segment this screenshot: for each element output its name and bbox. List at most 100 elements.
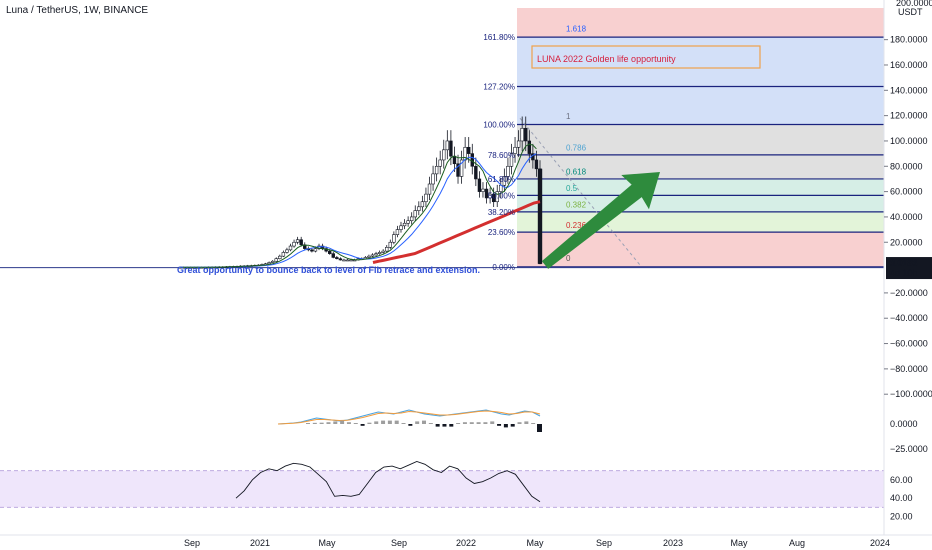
candle-body	[420, 201, 425, 208]
time-tick-label: 2022	[456, 538, 476, 548]
candle-body	[409, 216, 414, 222]
candle-body	[484, 188, 489, 199]
rsi-tick-label: 60.00	[890, 475, 913, 485]
candle-body	[520, 127, 524, 142]
time-tick-label: Sep	[391, 538, 407, 548]
macd-histogram-last	[537, 424, 542, 432]
candle-body	[506, 165, 510, 177]
macd-histogram-bar	[490, 421, 495, 424]
candle-body	[388, 241, 392, 248]
chart-title-annotation: LUNA 2022 Golden life opportunity	[537, 54, 676, 64]
candle-body	[534, 159, 539, 170]
macd-histogram-bar	[517, 422, 522, 424]
candle-body	[274, 258, 278, 262]
price-tick-label: 180.0000	[890, 35, 928, 45]
macd-histogram-bar	[360, 424, 365, 426]
candle-body	[417, 206, 421, 211]
macd-histogram-bar	[319, 422, 324, 424]
macd-line	[277, 409, 541, 425]
rsi-panel: 60.00 40.00 20.00	[0, 461, 913, 522]
symbol-title: Luna / TetherUS, 1W, BINANCE	[6, 5, 149, 16]
zone-100-161	[517, 37, 884, 125]
fib-extension-label: 1.618	[566, 25, 587, 34]
candle-body	[395, 229, 400, 235]
fib-retracement-label: 38.20%	[488, 208, 515, 217]
price-tick-label: 20.0000	[890, 237, 923, 247]
candle-body	[338, 258, 343, 261]
current-price-countdown: 4d 10h	[890, 268, 918, 278]
fib-retracement-label: 0.00%	[492, 263, 515, 272]
candle-body	[438, 159, 442, 167]
candle-body	[456, 163, 460, 177]
candle-body	[399, 225, 403, 230]
fib-extension-label: 0.618	[566, 168, 587, 177]
macd-histogram-bar	[435, 424, 440, 427]
price-tick-label: 80.0000	[890, 161, 923, 171]
time-tick-label: 2024	[870, 538, 890, 548]
time-tick-label: Sep	[184, 538, 200, 548]
candle-body	[413, 210, 417, 218]
macd-histogram-bar	[374, 421, 379, 424]
candle-body	[467, 146, 471, 154]
time-tick-label: 2023	[663, 538, 683, 548]
zone-above-161	[517, 8, 884, 38]
macd-histogram-bar	[449, 424, 454, 427]
macd-histogram-bar	[312, 422, 317, 424]
price-tick-label: 140.0000	[890, 85, 928, 95]
annotations: LUNA 2022 Golden life opportunity Great o…	[177, 45, 761, 275]
candle-body	[445, 140, 450, 151]
candle-body	[295, 239, 300, 243]
price-tick-label: 120.0000	[890, 111, 928, 121]
rsi-tick-label: 40.00	[890, 493, 913, 503]
candle-body	[524, 127, 528, 142]
macd-histogram-bar	[401, 423, 406, 424]
fib-extension-label: 0.5	[566, 184, 578, 193]
price-tick-label: 60.0000	[890, 187, 923, 197]
time-tick-label: May	[730, 538, 748, 548]
macd-histogram-bar	[483, 422, 488, 424]
candle-body	[495, 191, 499, 203]
candle-body	[449, 140, 453, 157]
candle-body	[491, 193, 496, 203]
candle-body	[313, 248, 318, 252]
fib-extension-label: 0	[566, 254, 571, 263]
green-arrow-shape	[541, 171, 661, 269]
candle-body	[406, 220, 410, 224]
fib-extension-label: 1	[566, 112, 571, 121]
fib-extension-label: 0.382	[566, 201, 587, 210]
candle-body	[470, 153, 474, 167]
candle-body	[502, 176, 507, 186]
candle-body	[513, 146, 517, 154]
candle-body	[381, 250, 385, 253]
candle-body	[270, 260, 275, 263]
price-tick-label: 100.0000	[890, 136, 928, 146]
price-axis-unit: USDT	[898, 7, 923, 17]
price-tick-label: 160.0000	[890, 60, 928, 70]
price-tick-label: −20.0000	[890, 288, 928, 298]
candle-final-drop	[537, 168, 543, 264]
macd-histogram-bar	[394, 420, 399, 424]
macd-histogram-bar	[367, 422, 372, 424]
title-box	[531, 45, 761, 69]
ma-red-line	[372, 200, 541, 264]
macd-histogram-bar	[497, 424, 502, 426]
candle-body	[331, 253, 335, 258]
fib-level-lines	[0, 36, 884, 269]
fib-retracement-label: 127.20%	[483, 83, 515, 92]
candle-body	[281, 252, 286, 257]
macd-tick-label: 0.0000	[890, 419, 918, 429]
price-tick-label: −40.0000	[890, 313, 928, 323]
candle-body	[424, 193, 428, 203]
rsi-tick-label: 20.00	[890, 512, 913, 522]
time-tick-label: 2021	[250, 538, 270, 548]
macd-histogram-bar	[524, 421, 529, 424]
fib-retracement-label: 61.80%	[488, 175, 515, 184]
candle-body	[474, 165, 478, 180]
candle-body	[434, 165, 439, 175]
trend-dashed-line	[519, 117, 641, 266]
price-tick-label: 40.0000	[890, 212, 923, 222]
ma-dark-line	[180, 143, 537, 268]
price-tick-label: −80.0000	[890, 364, 928, 374]
